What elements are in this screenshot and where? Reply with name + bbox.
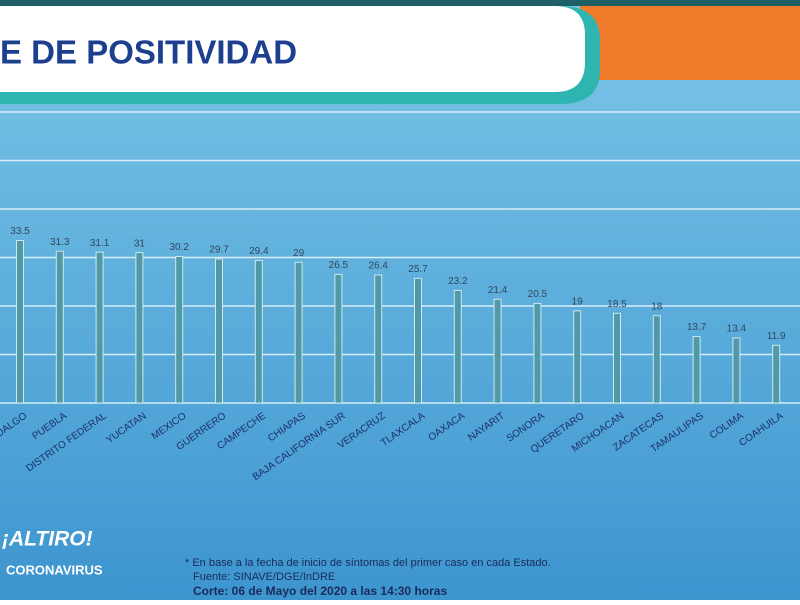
orange-block [580,6,800,80]
bar [613,312,621,404]
value-label: 31 [134,238,146,249]
value-label: 23.2 [448,276,468,287]
bar [55,250,64,404]
bar [453,289,462,404]
bar [732,337,741,404]
value-label: 21.4 [488,285,508,296]
bar [175,256,184,404]
bar [135,252,144,404]
footnote: * En base a la fecha de inicio de síntom… [185,557,551,569]
bar [254,259,263,404]
value-label: 29.4 [249,246,269,257]
bar [533,303,542,404]
source: Fuente: SINAVE/DGE/InDRE [193,571,335,583]
logo-top: ¡ALTIRO! [2,528,93,551]
value-label: 26.4 [368,261,388,272]
value-label: 18 [651,301,663,312]
cutoff: Corte: 06 de Mayo del 2020 a las 14:30 h… [193,584,447,598]
value-label: 20.5 [528,289,548,300]
value-label: 31.3 [50,237,70,248]
value-label: 31.1 [90,238,110,249]
top-band [0,0,800,6]
bar [652,315,661,404]
value-label: 13.4 [727,324,747,335]
value-label: 11.9 [767,331,786,342]
bar [573,310,582,404]
logo-bottom: CORONAVIRUS [6,562,103,577]
value-label: 18.5 [607,299,627,310]
bar [16,240,24,404]
chart-title: E DE POSITIVIDAD [0,34,297,71]
bar [334,273,343,404]
bar [772,344,781,404]
bar [95,251,104,404]
bar [692,336,701,404]
bar [374,274,383,404]
bar [294,261,303,404]
value-label: 29 [293,248,305,259]
value-label: 30.2 [169,242,189,253]
value-label: 26.5 [329,260,349,271]
value-label: 25.7 [408,264,428,275]
value-label: 33.5 [10,226,30,237]
bar [215,258,223,404]
value-label: 19 [572,296,584,307]
header-inner [0,6,585,92]
value-label: 13.7 [687,322,707,333]
bar [493,298,502,404]
bar [414,277,422,404]
value-label: 29.7 [209,245,229,256]
